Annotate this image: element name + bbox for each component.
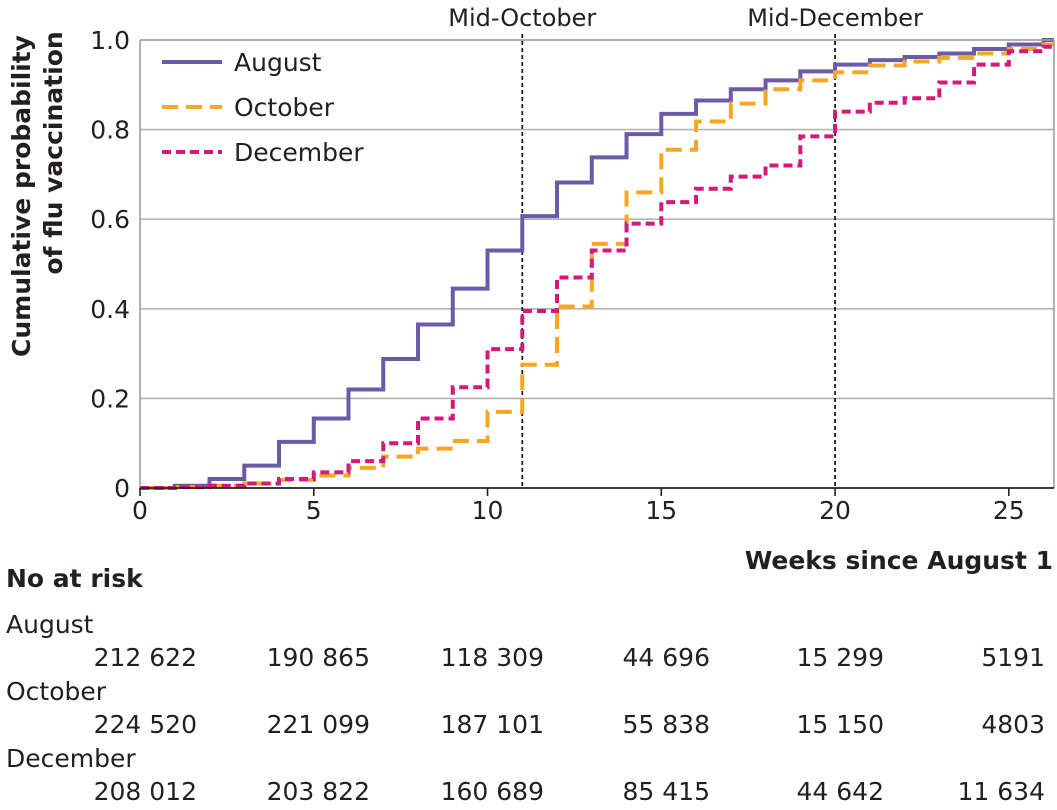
legend-label-august: August: [234, 48, 322, 77]
risk-value: 4803: [981, 710, 1045, 739]
risk-value: 85 415: [622, 777, 710, 806]
y-tick-label: 0.6: [90, 205, 130, 234]
risk-value: 212 622: [93, 643, 197, 672]
risk-value: 187 101: [440, 710, 544, 739]
x-tick-label: 5: [306, 496, 322, 525]
risk-value: 208 012: [93, 777, 197, 806]
axes: 0 0.2 0.4 0.6 0.8 1.0 0 5 10 15 20 25: [90, 26, 1055, 525]
risk-value: 224 520: [93, 710, 197, 739]
risk-value: 55 838: [622, 710, 710, 739]
risk-value: 44 642: [796, 777, 884, 806]
risk-table-title: No at risk: [6, 564, 143, 593]
legend-label-october: October: [234, 93, 335, 122]
survival-chart: Mid-October Mid-December 0 0.2 0.4 0.6 0.8 1.0…: [7, 4, 1055, 525]
y-tick-label: 0.2: [90, 384, 130, 413]
series-line-december: [140, 44, 1054, 490]
annotation-label: Mid-December: [747, 4, 923, 32]
legend: August October December: [162, 48, 364, 167]
risk-value: 15 299: [796, 643, 884, 672]
risk-value: 15 150: [796, 710, 884, 739]
risk-value: 190 865: [266, 643, 370, 672]
x-tick-label: 10: [472, 496, 504, 525]
annotation-label: Mid-October: [448, 4, 596, 32]
y-tick-label: 0: [114, 474, 130, 503]
x-tick-label: 25: [993, 496, 1025, 525]
legend-label-december: December: [234, 138, 364, 167]
risk-value: 11 634: [957, 777, 1045, 806]
y-axis-title-line2: of flu vaccination: [39, 31, 68, 274]
x-tick-label: 0: [132, 496, 148, 525]
risk-value: 118 309: [440, 643, 544, 672]
risk-value: 5191: [981, 643, 1045, 672]
series-lines: [140, 38, 1054, 490]
risk-value: 203 822: [266, 777, 370, 806]
y-tick-label: 0.8: [90, 116, 130, 145]
x-tick-label: 20: [819, 496, 851, 525]
risk-value: 160 689: [440, 777, 544, 806]
risk-value: 221 099: [266, 710, 370, 739]
risk-value: 44 696: [622, 643, 710, 672]
y-tick-label: 1.0: [90, 26, 130, 55]
x-tick-label: 15: [645, 496, 677, 525]
number-at-risk-table: Weeks since August 1 No at risk August 21…: [0, 540, 1057, 810]
risk-group-label: October: [6, 677, 107, 706]
annotation-lines: Mid-October Mid-December: [448, 4, 923, 488]
series-line-august: [140, 38, 1054, 490]
y-tick-label: 0.4: [90, 295, 130, 324]
risk-group-label: December: [6, 744, 136, 773]
x-axis-title: Weeks since August 1: [744, 546, 1053, 575]
risk-group-label: August: [6, 610, 94, 639]
y-axis-title-line1: Cumulative probability: [7, 35, 36, 357]
